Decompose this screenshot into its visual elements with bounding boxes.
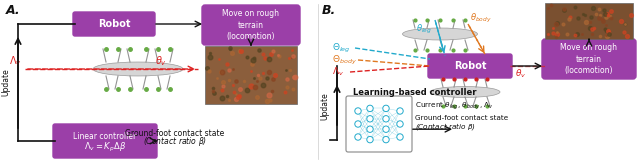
Text: $\Theta_{leg}$: $\Theta_{leg}$ [332, 41, 351, 55]
FancyBboxPatch shape [73, 12, 155, 36]
Text: $\theta_{body}$: $\theta_{body}$ [470, 11, 492, 25]
Circle shape [397, 121, 403, 127]
Circle shape [355, 134, 361, 140]
FancyBboxPatch shape [542, 39, 636, 79]
Text: (Contact ratio $\beta$): (Contact ratio $\beta$) [415, 122, 476, 133]
Circle shape [383, 126, 389, 132]
Text: Current $\theta_{leg}$, $\theta_{body}$, $\Lambda_v$: Current $\theta_{leg}$, $\theta_{body}$,… [415, 100, 493, 112]
Ellipse shape [93, 62, 183, 76]
Circle shape [383, 116, 389, 122]
Text: (Contact ratio $\beta$): (Contact ratio $\beta$) [143, 134, 207, 147]
Text: Linear controller: Linear controller [74, 132, 136, 141]
Text: $\theta_v$: $\theta_v$ [155, 54, 167, 68]
Text: Robot: Robot [98, 19, 131, 29]
Text: Move on rough
terrain
(locomotion): Move on rough terrain (locomotion) [223, 9, 280, 41]
Circle shape [355, 108, 361, 114]
FancyBboxPatch shape [202, 5, 300, 45]
Text: A.: A. [6, 4, 20, 17]
Text: $\Lambda_v = K_p\Delta\beta$: $\Lambda_v = K_p\Delta\beta$ [84, 141, 126, 154]
Text: $\Lambda_v$: $\Lambda_v$ [9, 54, 22, 68]
Circle shape [367, 136, 373, 143]
Text: $\theta_v$: $\theta_v$ [515, 68, 526, 81]
Text: $\Theta_{body}$: $\Theta_{body}$ [332, 53, 357, 67]
Circle shape [355, 121, 361, 127]
Text: Ground-foot contact state: Ground-foot contact state [415, 115, 508, 121]
FancyBboxPatch shape [545, 3, 633, 39]
Text: Learning-based controller: Learning-based controller [353, 88, 477, 97]
Text: Ground-foot contact state: Ground-foot contact state [125, 129, 225, 137]
Text: Robot: Robot [454, 61, 486, 71]
FancyBboxPatch shape [53, 124, 157, 158]
Circle shape [367, 105, 373, 112]
Circle shape [367, 126, 373, 132]
Text: B.: B. [322, 4, 336, 17]
Text: Move on rough
terrain
(locomotion): Move on rough terrain (locomotion) [561, 43, 618, 75]
FancyBboxPatch shape [346, 96, 412, 152]
Text: Update: Update [1, 69, 10, 96]
Ellipse shape [403, 28, 477, 40]
FancyBboxPatch shape [205, 46, 297, 104]
Circle shape [367, 116, 373, 122]
Text: $\theta_{leg}$: $\theta_{leg}$ [416, 22, 432, 36]
Text: Update: Update [321, 92, 330, 120]
Circle shape [383, 136, 389, 143]
Circle shape [383, 105, 389, 112]
Circle shape [397, 134, 403, 140]
Circle shape [397, 108, 403, 114]
FancyBboxPatch shape [428, 54, 512, 78]
Text: $\Lambda_v$: $\Lambda_v$ [332, 66, 344, 78]
Ellipse shape [430, 86, 500, 98]
